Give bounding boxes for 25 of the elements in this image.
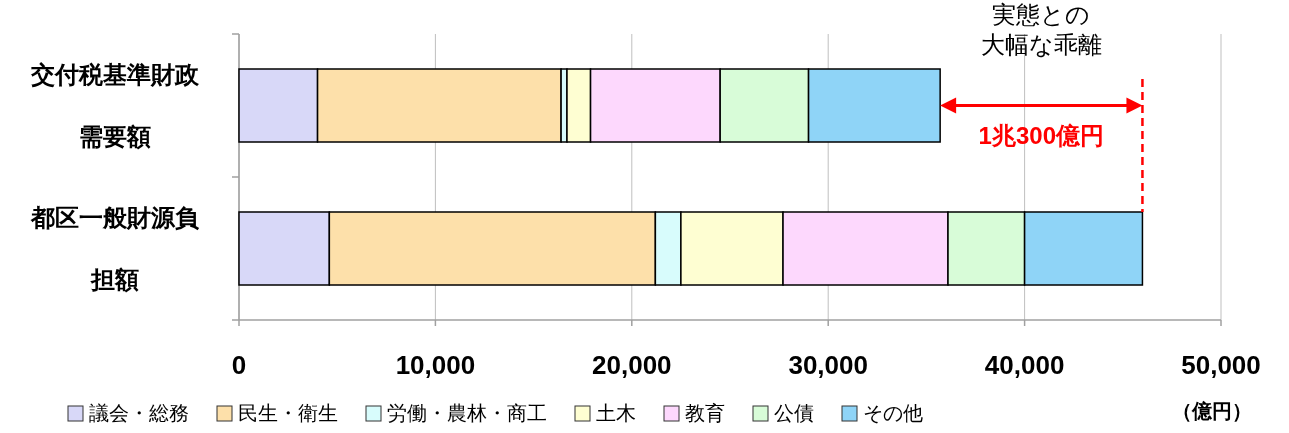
annotation: 実態との	[992, 1, 1091, 28]
legend-item: その他	[841, 402, 923, 424]
xtick: 40,000	[984, 350, 1065, 380]
legend-item: 土木	[574, 402, 636, 424]
legend-label: その他	[863, 402, 923, 424]
category: 都区一般財源負担額	[31, 203, 199, 293]
legend-item: 教育	[663, 402, 725, 424]
xlabel: （億円）	[1172, 400, 1252, 422]
xtick: 20,000	[592, 350, 672, 380]
annotation: 1兆300億円	[978, 121, 1104, 149]
xtick: 10,000	[395, 350, 476, 380]
xtick: 30,000	[788, 350, 868, 380]
legend-item: 公債	[752, 402, 814, 424]
xtick: 0	[231, 350, 247, 380]
annotation: 大幅な乖離	[980, 31, 1102, 58]
legend-label: 議会・総務	[89, 402, 189, 424]
legend-label: 公債	[774, 402, 814, 424]
category: 交付税基準財政需要額	[31, 60, 199, 150]
legend-label: 土木	[596, 402, 636, 424]
legend-item: 民生・衛生	[216, 402, 338, 424]
legend-item: 議会・総務	[67, 402, 189, 424]
legend-item: 労働・農林・商工	[365, 402, 547, 424]
xtick: 50,000	[1181, 350, 1261, 380]
legend-label: 教育	[685, 402, 725, 424]
legend-label: 民生・衛生	[238, 402, 338, 424]
